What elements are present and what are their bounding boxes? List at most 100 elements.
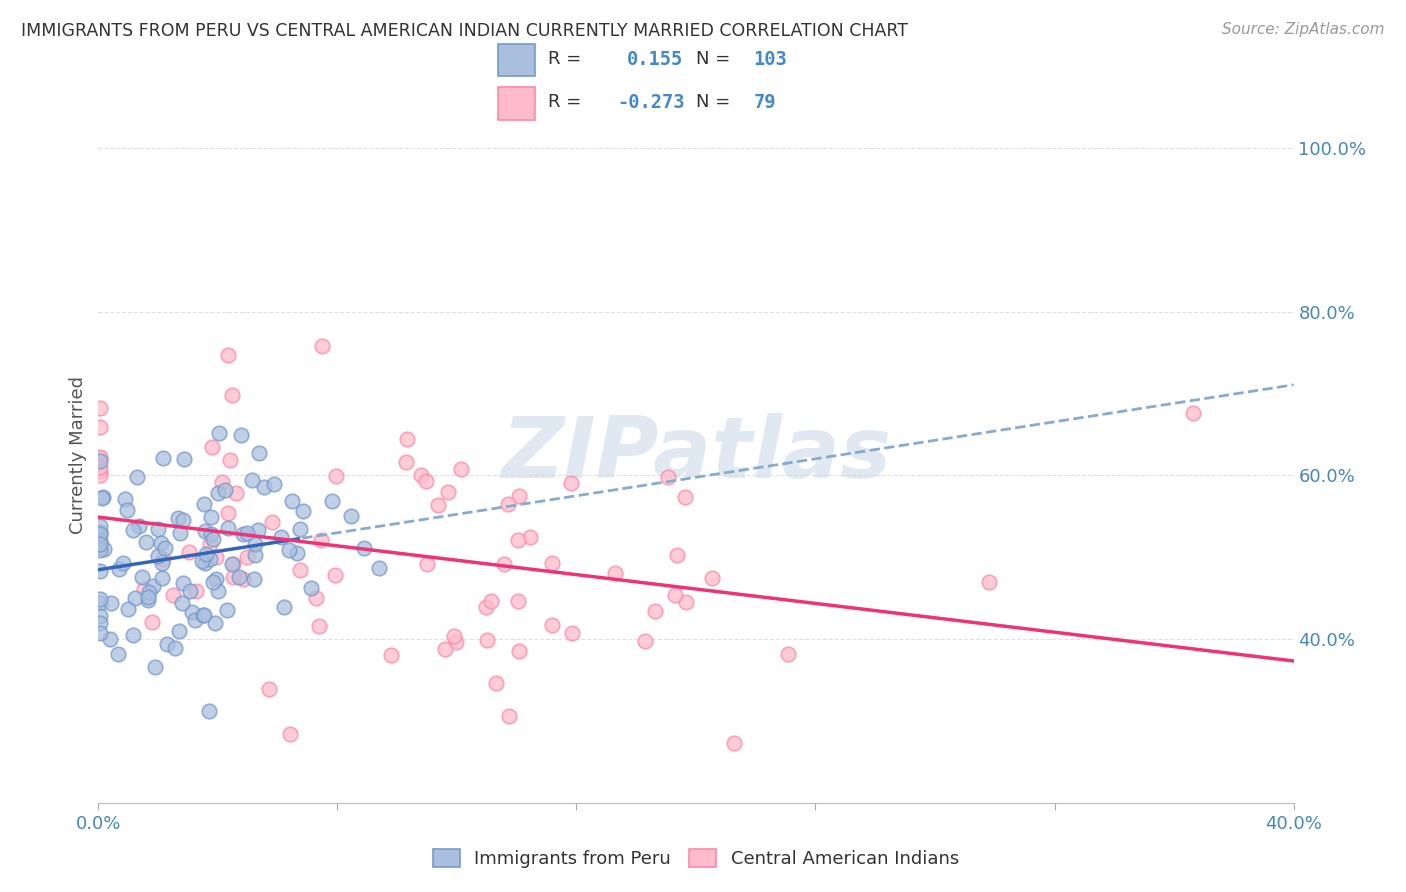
Point (131, 570, 153, 584)
Point (232, 572, 254, 586)
Text: R =: R = (548, 94, 582, 112)
Point (191, 554, 214, 568)
Point (340, 508, 363, 523)
Point (115, 502, 138, 516)
Point (243, 572, 266, 586)
Point (321, 493, 343, 508)
Point (627, 879, 650, 892)
Point (89, 616, 111, 631)
Point (150, 556, 173, 570)
Point (201, 532, 224, 546)
Point (367, 561, 389, 575)
Point (93, 541, 115, 556)
Point (664, 588, 686, 602)
Point (91, 490, 114, 504)
Point (198, 537, 221, 551)
Point (416, 557, 439, 571)
Point (128, 519, 150, 533)
Text: N =: N = (696, 94, 730, 112)
Point (138, 584, 160, 599)
Point (644, 604, 666, 618)
Point (219, 453, 242, 467)
Point (221, 388, 243, 402)
Point (479, 594, 502, 608)
Point (207, 486, 229, 500)
Point (214, 483, 236, 498)
Point (394, 455, 416, 469)
Point (450, 462, 472, 476)
Point (122, 523, 145, 537)
Point (217, 521, 239, 535)
Text: IMMIGRANTS FROM PERU VS CENTRAL AMERICAN INDIAN CURRENTLY MARRIED CORRELATION CH: IMMIGRANTS FROM PERU VS CENTRAL AMERICAN… (21, 22, 908, 40)
Point (278, 727, 301, 741)
Point (278, 543, 301, 558)
Point (260, 515, 283, 529)
Point (89, 524, 111, 539)
Point (89, 592, 111, 607)
Point (152, 450, 174, 465)
Point (89, 608, 111, 623)
Point (89, 519, 111, 533)
Point (89, 459, 111, 474)
Point (221, 557, 243, 571)
Point (281, 493, 304, 508)
Point (177, 545, 200, 559)
Point (411, 467, 433, 482)
Text: 103: 103 (754, 50, 787, 69)
Point (308, 619, 330, 633)
Point (247, 446, 270, 460)
Point (444, 634, 467, 648)
Text: N =: N = (696, 50, 730, 68)
Point (288, 563, 311, 577)
Point (700, 571, 723, 585)
Point (380, 648, 402, 663)
Point (107, 562, 129, 576)
Point (657, 469, 679, 483)
Point (89, 401, 111, 416)
Point (89, 596, 111, 610)
Point (89, 534, 111, 549)
Point (508, 489, 530, 503)
Point (135, 535, 157, 549)
Point (506, 533, 529, 548)
Point (519, 530, 541, 544)
Point (222, 570, 245, 584)
Point (173, 451, 195, 466)
Point (114, 492, 136, 507)
Point (475, 599, 498, 614)
Point (167, 511, 190, 525)
Point (492, 558, 515, 572)
Text: R =: R = (548, 50, 582, 68)
Point (235, 526, 257, 541)
Point (200, 510, 222, 524)
Point (325, 469, 347, 483)
Point (204, 615, 226, 630)
Point (193, 608, 215, 623)
Point (89, 527, 111, 541)
Point (217, 603, 239, 617)
Y-axis label: Currently Married: Currently Married (69, 376, 87, 534)
Point (723, 736, 745, 750)
Legend: Immigrants from Peru, Central American Indians: Immigrants from Peru, Central American I… (423, 840, 969, 877)
Point (98, 632, 121, 646)
Point (112, 556, 135, 570)
Point (603, 566, 626, 580)
Point (633, 634, 655, 648)
Point (305, 591, 328, 605)
Point (979, 574, 1001, 589)
Point (508, 594, 530, 608)
Point (89, 541, 111, 555)
Point (89, 468, 111, 483)
Point (141, 615, 163, 630)
Point (217, 348, 239, 362)
Point (396, 433, 419, 447)
Point (142, 578, 165, 592)
Bar (498, 44, 536, 77)
Point (195, 547, 218, 561)
Point (150, 536, 173, 550)
Point (179, 584, 201, 599)
Point (221, 557, 243, 571)
Point (163, 640, 186, 655)
Point (197, 704, 219, 718)
Point (541, 618, 564, 632)
